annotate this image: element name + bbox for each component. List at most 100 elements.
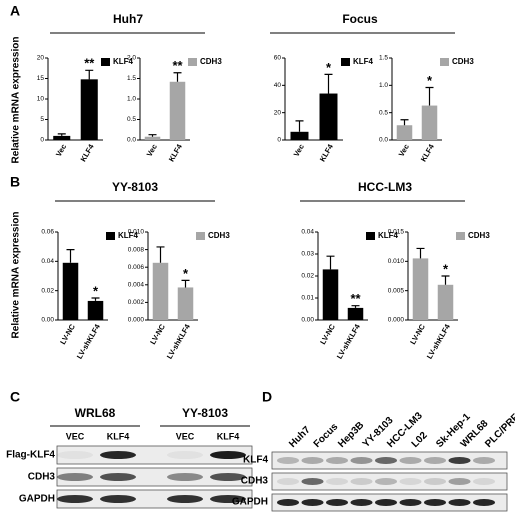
- bar: [87, 300, 104, 320]
- x-tick-label: Vec: [397, 142, 411, 158]
- lane-label: VEC: [66, 431, 85, 441]
- y-tick-label: 0.0: [379, 137, 388, 144]
- legend-swatch: [366, 232, 375, 240]
- cell-line: YY-8103: [182, 406, 228, 420]
- row-label: KLF4: [243, 455, 268, 466]
- error-bar: [351, 305, 360, 308]
- error-bar: [324, 73, 333, 94]
- band: [167, 451, 203, 459]
- band: [301, 478, 324, 485]
- band: [375, 478, 397, 485]
- panel-letter: B: [10, 174, 20, 190]
- bar: [421, 105, 438, 140]
- significance: **: [172, 58, 183, 73]
- group-title: HCC-LM3: [358, 180, 412, 194]
- x-tick-label: LV-NC: [408, 322, 427, 346]
- y-tick-label: 0.00: [301, 317, 314, 324]
- band: [100, 473, 136, 481]
- error-bar: [156, 246, 165, 263]
- blot-strip: [56, 445, 253, 465]
- band: [277, 478, 299, 485]
- legend-label: KLF4: [378, 231, 399, 240]
- x-tick-label: KLF4: [318, 142, 336, 163]
- legend-label: KLF4: [113, 57, 134, 66]
- bar: [322, 269, 339, 320]
- band: [399, 478, 422, 485]
- x-tick-label: Vec: [54, 142, 68, 158]
- y-tick-label: 0.5: [379, 109, 388, 116]
- y-tick-label: 0: [277, 137, 281, 144]
- y-tick-label: 0.5: [127, 116, 136, 123]
- lane-label: VEC: [176, 431, 195, 441]
- x-tick-label: LV-NC: [148, 322, 167, 346]
- y-tick-label: 10: [37, 96, 45, 103]
- legend-label: CDH3: [200, 57, 222, 66]
- error-bar: [416, 247, 425, 259]
- y-tick-label: 60: [274, 55, 282, 62]
- legend-label: CDH3: [468, 231, 490, 240]
- band: [167, 473, 203, 481]
- band: [57, 473, 93, 481]
- error-bar: [85, 69, 94, 80]
- x-tick-label: KLF4: [167, 142, 185, 163]
- y-tick-label: 1.0: [127, 96, 136, 103]
- band: [326, 499, 348, 506]
- legend-label: KLF4: [118, 231, 139, 240]
- band: [350, 499, 373, 506]
- y-tick-label: 0.008: [128, 246, 145, 253]
- y-tick-label: 0.000: [128, 317, 145, 324]
- error-bar: [173, 72, 182, 82]
- y-tick-label: 1.0: [379, 82, 388, 89]
- y-tick-label: 20: [274, 109, 282, 116]
- error-bar: [181, 279, 190, 288]
- band: [473, 499, 495, 506]
- bar: [319, 93, 338, 140]
- y-tick-label: 5: [40, 116, 44, 123]
- legend-label: KLF4: [353, 57, 374, 66]
- y-tick-label: 0.00: [41, 317, 54, 324]
- panel-letter: C: [10, 389, 20, 405]
- error-bar: [66, 249, 75, 263]
- bar: [412, 258, 429, 320]
- y-axis-label: Relative mRNA expression: [11, 37, 22, 164]
- band: [424, 457, 446, 464]
- bar: [347, 307, 364, 320]
- legend-label: CDH3: [208, 231, 230, 240]
- band: [210, 495, 246, 503]
- band: [375, 457, 397, 464]
- lane-label: KLF4: [217, 431, 240, 441]
- error-bar: [91, 297, 100, 301]
- band: [375, 499, 397, 506]
- band: [210, 473, 246, 481]
- bar: [290, 131, 309, 140]
- x-tick-label: LV-shKLF4: [335, 322, 363, 361]
- x-tick-label: LV-NC: [58, 322, 77, 346]
- significance: **: [84, 56, 95, 71]
- row-label: CDH3: [28, 472, 56, 483]
- band: [350, 457, 373, 464]
- bar: [62, 262, 79, 320]
- y-tick-label: 0.06: [41, 229, 54, 236]
- y-tick-label: 1.5: [379, 55, 388, 62]
- y-tick-label: 0.03: [301, 251, 314, 258]
- y-tick-label: 0.006: [128, 264, 145, 271]
- band: [326, 478, 348, 485]
- y-tick-label: 0.010: [388, 258, 405, 265]
- significance: *: [93, 283, 99, 298]
- y-tick-label: 0.02: [41, 287, 54, 294]
- band: [57, 495, 93, 503]
- row-label: GAPDH: [19, 494, 55, 505]
- y-tick-label: 1.5: [127, 75, 136, 82]
- significance: *: [443, 261, 449, 276]
- x-tick-label: LV-shKLF4: [425, 322, 453, 361]
- band: [301, 499, 324, 506]
- y-tick-label: 0.005: [388, 287, 405, 294]
- group-title: Huh7: [113, 12, 143, 26]
- y-tick-label: 0.02: [301, 273, 314, 280]
- error-bar: [326, 255, 335, 270]
- bar: [152, 262, 169, 320]
- lane-label: Hep3B: [336, 420, 366, 450]
- band: [473, 457, 495, 464]
- legend-swatch: [440, 58, 449, 66]
